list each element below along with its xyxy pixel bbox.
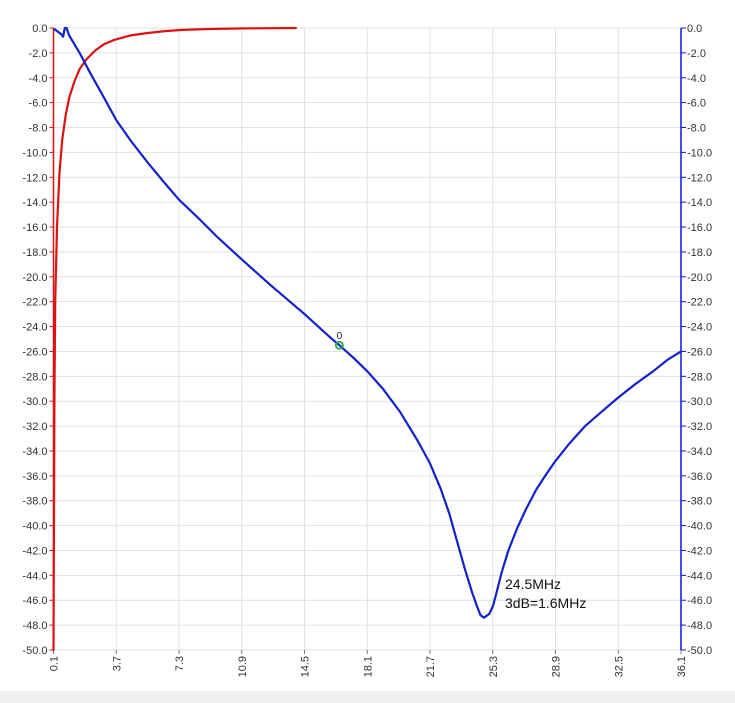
series-line-1: [52, 26, 297, 652]
right-tick-label: -42.0: [687, 545, 712, 557]
left-tick-label: -36.0: [22, 471, 47, 483]
left-tick-label: -28.0: [22, 371, 47, 383]
x-tick-label: 25.3: [488, 656, 500, 677]
right-axis-ticks: 0.0 -2.0 -4.0 -6.0 -8.0 -10.0 -12.0 -14.0 -16.0 -…: [681, 23, 712, 657]
x-tick-label: 7.3: [174, 656, 186, 671]
left-tick-label: -22.0: [22, 297, 47, 309]
x-tick-label: 21.7: [425, 656, 437, 677]
left-tick-label: -30.0: [22, 396, 47, 408]
left-tick-label: -8.0: [29, 123, 48, 135]
left-tick-label: -18.0: [22, 247, 47, 259]
left-tick-label: -50.0: [22, 645, 47, 657]
left-tick-label: -48.0: [22, 620, 47, 632]
right-tick-label: -24.0: [687, 322, 712, 334]
status-bar: [0, 691, 735, 703]
right-tick-label: -50.0: [687, 645, 712, 657]
right-tick-label: -22.0: [687, 297, 712, 309]
right-tick-label: -2.0: [687, 48, 706, 60]
right-tick-label: -26.0: [687, 346, 712, 358]
left-tick-label: -26.0: [22, 346, 47, 358]
left-tick-label: -2.0: [29, 48, 48, 60]
marker-point: [334, 340, 344, 350]
left-tick-label: -20.0: [22, 272, 47, 284]
left-tick-label: -38.0: [22, 496, 47, 508]
right-tick-label: -36.0: [687, 471, 712, 483]
left-axis-ticks: 0.0 -2.0 -4.0 -6.0 -8.0 -10.0 -12.0 -14.0 -16.0 -…: [22, 23, 54, 657]
x-tick-label: 32.5: [613, 656, 625, 677]
grid-lines: [53, 27, 682, 651]
right-tick-label: -28.0: [687, 371, 712, 383]
right-tick-label: -6.0: [687, 98, 706, 110]
marker-group: 0: [334, 331, 344, 350]
left-tick-label: -12.0: [22, 172, 47, 184]
right-tick-label: -16.0: [687, 222, 712, 234]
annotation-bandwidth: 3dB=1.6MHz: [505, 595, 586, 611]
left-tick-label: -42.0: [22, 545, 47, 557]
annotation-frequency: 24.5MHz: [505, 576, 561, 592]
marker-label: 0: [337, 331, 343, 342]
x-tick-label: 14.5: [300, 656, 312, 677]
left-tick-label: -4.0: [29, 73, 48, 85]
x-tick-label: 28.9: [551, 656, 563, 677]
right-tick-label: -34.0: [687, 446, 712, 458]
left-tick-label: -14.0: [22, 197, 47, 209]
right-tick-label: -14.0: [687, 197, 712, 209]
right-tick-label: -10.0: [687, 147, 712, 159]
right-tick-label: -38.0: [687, 496, 712, 508]
x-tick-label: 3.7: [111, 656, 123, 671]
left-tick-label: -32.0: [22, 421, 47, 433]
right-tick-label: -4.0: [687, 73, 706, 85]
left-tick-label: -16.0: [22, 222, 47, 234]
right-tick-label: -8.0: [687, 123, 706, 135]
left-tick-label: -46.0: [22, 595, 47, 607]
x-tick-label: 10.9: [237, 656, 249, 677]
x-axis-ticks: 0.1 3.7 7.3 10.9 14.5 18.1 21.7 25.3 28.9 32.5 36.…: [49, 650, 688, 677]
right-tick-label: 0.0: [687, 23, 702, 35]
series-lines: [52, 26, 683, 652]
right-tick-label: -30.0: [687, 396, 712, 408]
left-tick-label: -44.0: [22, 570, 47, 582]
left-tick-label: -40.0: [22, 521, 47, 533]
right-tick-label: -12.0: [687, 172, 712, 184]
right-tick-label: -44.0: [687, 570, 712, 582]
right-tick-label: -48.0: [687, 620, 712, 632]
left-tick-label: 0.0: [32, 23, 47, 35]
left-tick-label: -34.0: [22, 446, 47, 458]
x-tick-label: 36.1: [676, 656, 688, 677]
left-tick-label: -10.0: [22, 147, 47, 159]
x-tick-label: 0.1: [49, 656, 61, 671]
left-tick-label: -6.0: [29, 98, 48, 110]
x-tick-label: 18.1: [362, 656, 374, 677]
left-tick-label: -24.0: [22, 322, 47, 334]
right-tick-label: -40.0: [687, 521, 712, 533]
right-tick-label: -46.0: [687, 595, 712, 607]
series-line-2: [53, 26, 683, 619]
right-tick-label: -32.0: [687, 421, 712, 433]
right-tick-label: -18.0: [687, 247, 712, 259]
right-tick-label: -20.0: [687, 272, 712, 284]
